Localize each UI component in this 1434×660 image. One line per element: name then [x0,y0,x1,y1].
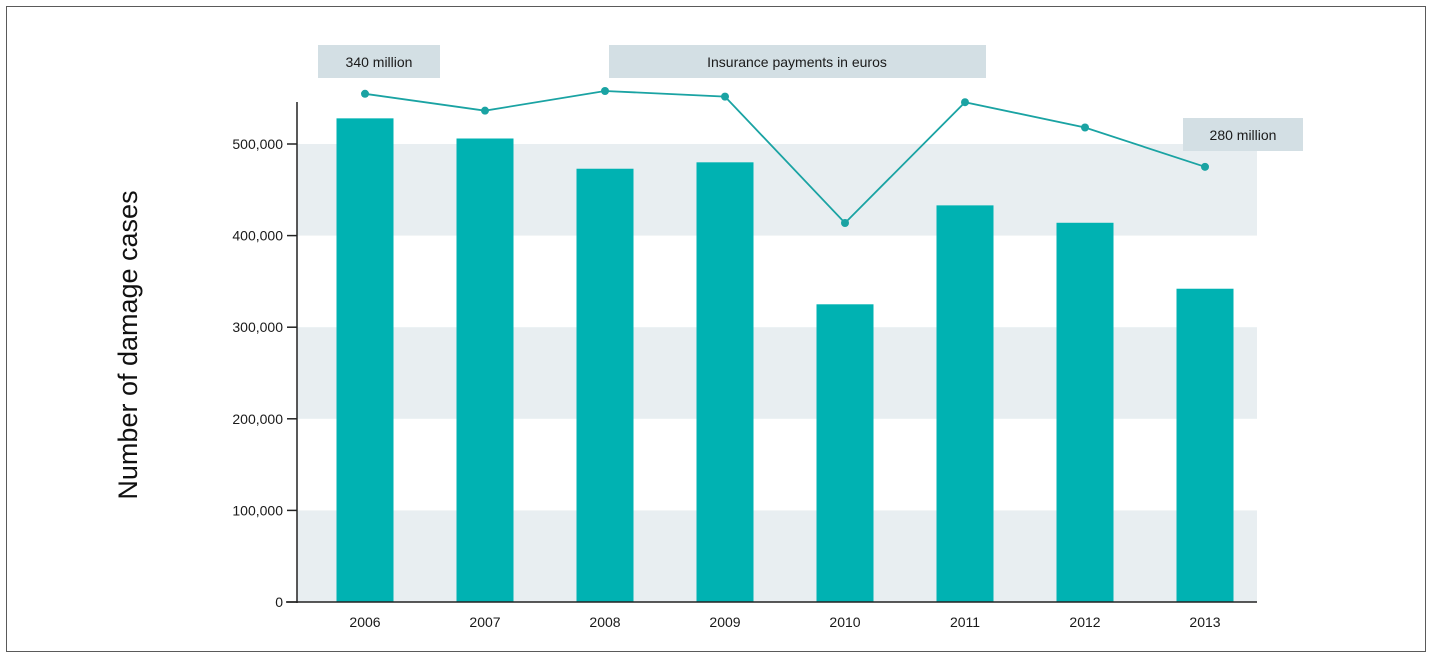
x-ticks-group: 2006 2007 2008 2009 2010 2011 2012 2013 [349,614,1220,630]
x-tick-label: 2006 [349,614,380,630]
bar [456,138,514,602]
x-tick-label: 2013 [1189,614,1220,630]
y-axis-title: Number of damage cases [113,190,143,499]
bar [1176,288,1234,602]
y-tick-label: 500,000 [232,136,283,152]
bar [696,162,754,602]
y-tick-label: 400,000 [232,228,283,244]
bar [936,205,994,602]
bar [816,304,874,602]
bar [1056,222,1114,602]
end-label-box [1183,118,1303,151]
y-tick-label: 100,000 [232,502,283,518]
background-band [297,144,1257,236]
line-series-group [361,87,1209,227]
line-point [601,87,609,95]
bars-group [336,118,1234,603]
x-tick-label: 2010 [829,614,860,630]
start-label: 340 million [346,54,413,70]
axes-group [286,102,1257,603]
line-point [961,98,969,107]
line-point [361,89,369,98]
y-tick-label: 300,000 [232,319,283,335]
end-label: 280 million [1210,127,1277,143]
line-point [721,92,729,101]
bar [576,168,634,602]
line-point [1201,162,1209,171]
y-ticks-group: 0 100,000 200,000 300,000 400,000 500,000 [232,136,297,610]
x-tick-label: 2007 [469,614,500,630]
x-tick-label: 2008 [589,614,620,630]
y-tick-label: 0 [275,594,283,610]
x-tick-label: 2009 [709,614,740,630]
y-tick-label: 200,000 [232,411,283,427]
x-tick-label: 2011 [950,614,980,630]
line-point [481,106,489,115]
line-point [1081,123,1089,132]
annotation-box [609,45,986,78]
line-series [364,90,1206,225]
annotation-label: Insurance payments in euros [707,54,887,70]
x-tick-label: 2012 [1069,614,1100,630]
line-point [841,219,849,227]
start-label-box [318,45,440,78]
bar [336,118,394,603]
